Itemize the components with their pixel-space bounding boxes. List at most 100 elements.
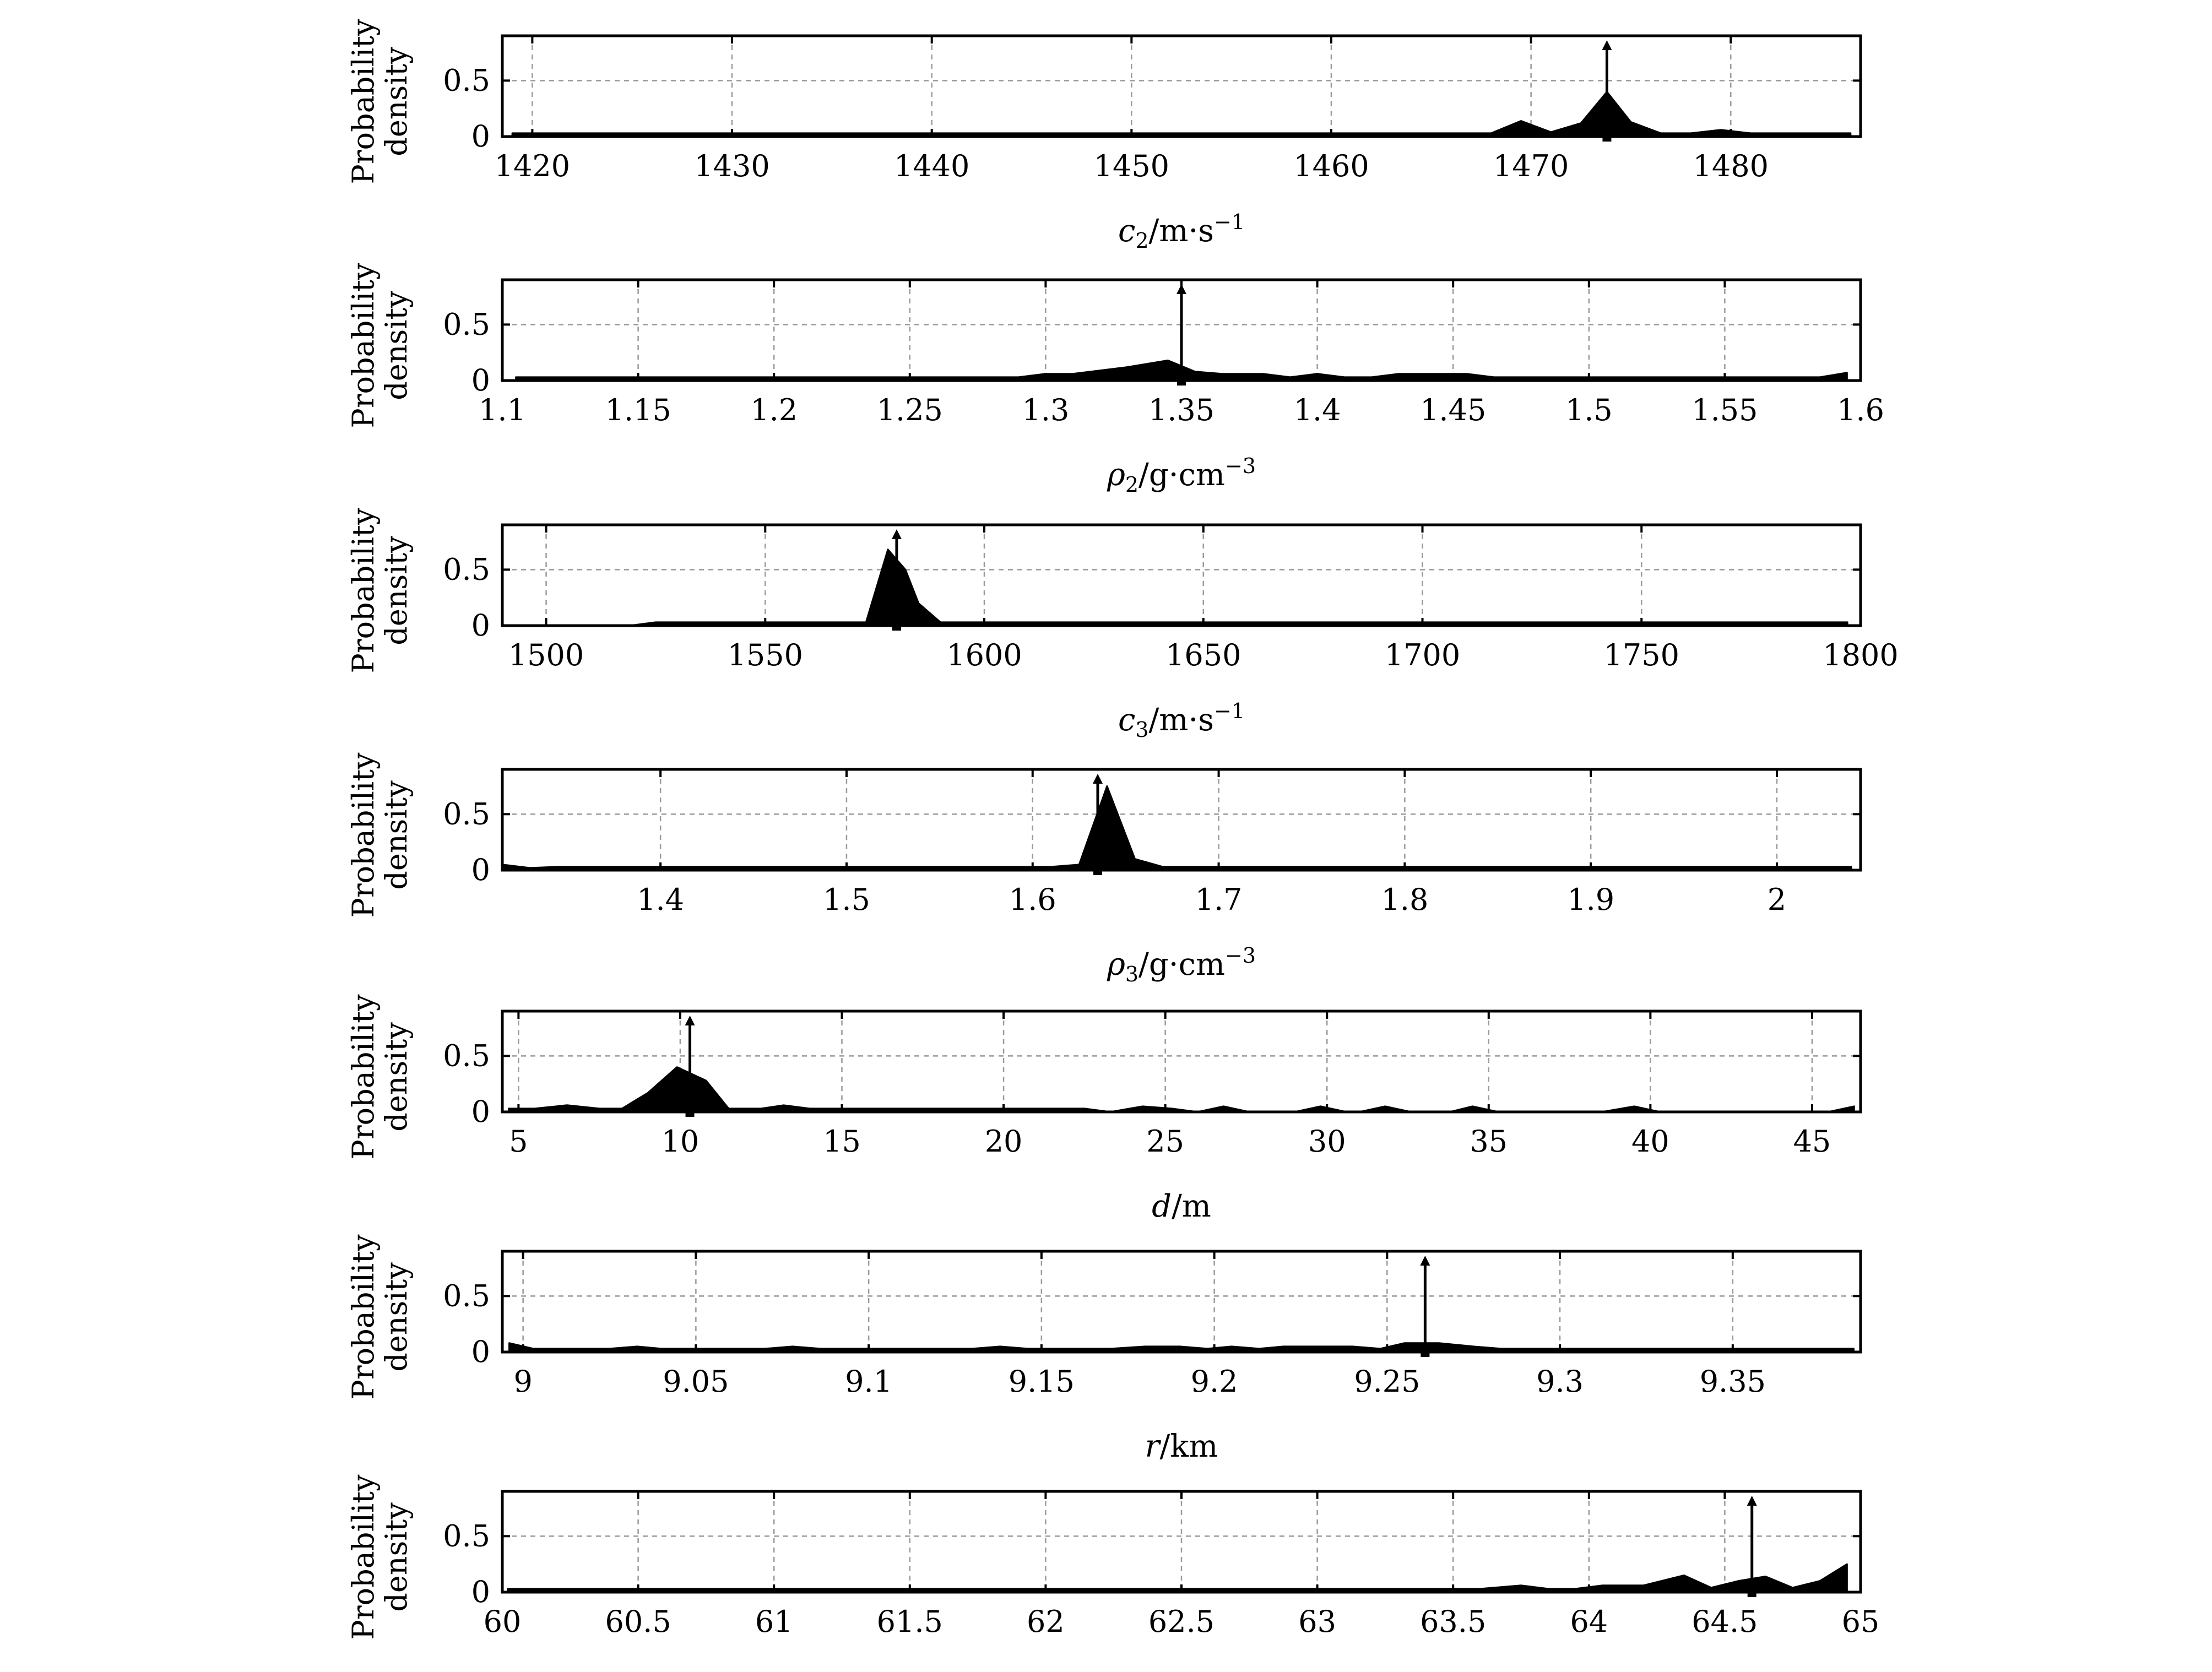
- x-tick-label: 1460: [1293, 149, 1369, 183]
- plot-frame: [501, 34, 1862, 138]
- y-tick-label: 0: [471, 853, 490, 887]
- x-tick-label: 64.5: [1691, 1604, 1758, 1639]
- y-tick-label: 0.5: [443, 1278, 490, 1313]
- x-tick-label: 45: [1793, 1124, 1831, 1159]
- x-tick-label: 9: [513, 1364, 532, 1399]
- y-axis-label: density: [379, 536, 414, 645]
- density-area: [511, 91, 1852, 138]
- true-value-marker: [1177, 379, 1186, 386]
- plot-frame: [501, 1009, 1862, 1114]
- y-tick-label: 0: [471, 608, 490, 643]
- x-tick-label: 1.35: [1148, 393, 1215, 427]
- x-tick-label: 1.4: [637, 882, 684, 917]
- x-axis-label: r/km: [1145, 1429, 1218, 1464]
- true-value-marker: [1602, 135, 1612, 142]
- y-axis-label: Probability: [346, 508, 381, 673]
- y-tick-label: 0.5: [443, 1518, 490, 1553]
- x-tick-label: 1500: [508, 638, 584, 672]
- x-tick-label: 9.15: [1009, 1364, 1075, 1399]
- x-tick-label: 20: [985, 1124, 1023, 1159]
- y-tick-label: 0.5: [443, 796, 490, 831]
- x-tick-label: 1.25: [877, 393, 943, 427]
- y-tick-label: 0: [471, 1094, 490, 1129]
- x-tick-label: 1700: [1385, 638, 1460, 672]
- x-tick-label: 1440: [894, 149, 969, 183]
- x-tick-label: 1650: [1165, 638, 1241, 672]
- x-tick-label: 9.3: [1536, 1364, 1584, 1399]
- x-tick-label: 1470: [1493, 149, 1569, 183]
- x-axis-label: c2/m·s−1: [1118, 210, 1245, 253]
- plot-frame: [501, 768, 1862, 872]
- x-tick-label: 1420: [495, 149, 570, 183]
- x-tick-label: 1.5: [823, 882, 870, 917]
- x-tick-label: 30: [1308, 1124, 1346, 1159]
- x-tick-label: 1.9: [1567, 882, 1614, 917]
- plot-frame: [501, 1250, 1862, 1354]
- x-axis-label: ρ3/g·cm−3: [1107, 943, 1256, 986]
- true-value-marker: [1421, 1351, 1430, 1357]
- x-tick-label: 62.5: [1148, 1604, 1215, 1639]
- x-tick-label: 1600: [946, 638, 1022, 672]
- true-value-marker: [1093, 869, 1102, 875]
- y-tick-label: 0: [471, 1334, 490, 1369]
- x-tick-label: 35: [1470, 1124, 1508, 1159]
- density-area: [628, 549, 1848, 627]
- density-area: [508, 1066, 1855, 1113]
- x-tick-label: 1.5: [1565, 393, 1613, 427]
- subplot-4: 1.4 1.5 1.6 1.7 1.8 1.9 2 0 0.5 Probabilitydensit…: [346, 752, 1862, 986]
- x-axis-label: d/m: [1152, 1188, 1211, 1224]
- x-tick-label: 40: [1631, 1124, 1669, 1159]
- x-tick-label: 2: [1768, 882, 1786, 917]
- x-axis-label: h/m: [1152, 1669, 1211, 1672]
- subplot-7: 60 60.5 61 61.5 62 62.5 63 63.5 64 64.5 65 0 0.5 Prob…: [346, 1474, 1879, 1672]
- true-value-arrowhead: [1602, 40, 1612, 50]
- x-tick-label: 9.1: [845, 1364, 892, 1399]
- x-tick-label: 1.6: [1837, 393, 1884, 427]
- x-tick-label: 9.25: [1354, 1364, 1420, 1399]
- true-value-marker: [1747, 1591, 1756, 1597]
- x-tick-label: 1800: [1823, 638, 1898, 672]
- x-tick-label: 9.2: [1191, 1364, 1238, 1399]
- x-tick-label: 1430: [694, 149, 769, 183]
- x-tick-label: 1.8: [1381, 882, 1428, 917]
- true-value-arrowhead: [685, 1016, 695, 1025]
- x-tick-label: 60.5: [605, 1604, 671, 1639]
- plot-frame: [501, 523, 1862, 627]
- x-tick-label: 62: [1027, 1604, 1065, 1639]
- x-tick-label: 65: [1842, 1604, 1880, 1639]
- y-tick-label: 0.5: [443, 1038, 490, 1073]
- y-tick-label: 0: [471, 119, 490, 154]
- y-tick-label: 0: [471, 363, 490, 398]
- x-tick-label: 1.4: [1294, 393, 1341, 427]
- x-tick-label: 10: [662, 1124, 700, 1159]
- y-axis-label: Probability: [346, 19, 381, 184]
- x-tick-label: 1.6: [1009, 882, 1056, 917]
- x-axis-label: ρ2/g·cm−3: [1107, 454, 1256, 497]
- y-axis-label: density: [379, 1262, 414, 1372]
- x-tick-label: 61: [755, 1604, 793, 1639]
- x-tick-label: 1.55: [1691, 393, 1758, 427]
- y-tick-label: 0.5: [443, 63, 490, 97]
- x-tick-label: 1.7: [1195, 882, 1243, 917]
- y-axis-label: Probability: [346, 994, 381, 1159]
- x-tick-label: 61.5: [877, 1604, 943, 1639]
- subplot-2: 1.1 1.15 1.2 1.25 1.3 1.35 1.4 1.45 1.5 1.55 1.6 0 0…: [346, 263, 1884, 497]
- y-tick-label: 0: [471, 1575, 490, 1609]
- true-value-arrowhead: [891, 529, 902, 539]
- x-tick-label: 1.1: [479, 393, 526, 427]
- true-value-arrowhead: [1177, 284, 1186, 294]
- x-axis-label: c3/m·s−1: [1118, 699, 1245, 742]
- x-tick-label: 25: [1146, 1124, 1184, 1159]
- x-tick-label: 1550: [728, 638, 803, 672]
- x-tick-label: 5: [509, 1124, 528, 1159]
- x-tick-label: 60: [484, 1604, 522, 1639]
- density-area: [501, 785, 1852, 871]
- x-tick-label: 63: [1298, 1604, 1336, 1639]
- x-tick-label: 15: [823, 1124, 861, 1159]
- x-tick-label: 1.3: [1022, 393, 1069, 427]
- x-tick-label: 1.45: [1420, 393, 1486, 427]
- y-axis-label: Probability: [346, 1234, 381, 1399]
- true-value-marker: [685, 1111, 695, 1117]
- y-axis-label: Probability: [346, 263, 381, 428]
